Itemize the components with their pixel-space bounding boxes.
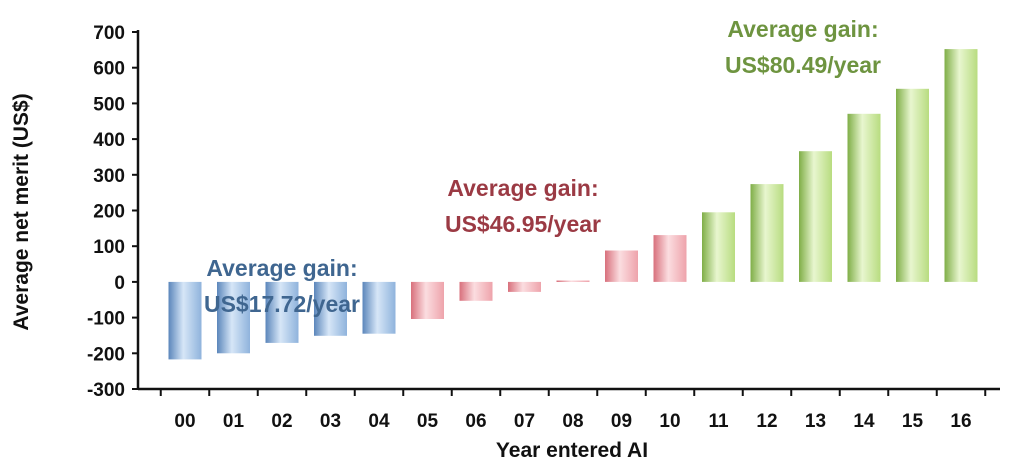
bar-10 bbox=[653, 235, 687, 282]
x-tick-label: 05 bbox=[417, 411, 439, 432]
x-tick-label: 04 bbox=[368, 411, 390, 432]
annotation-group-1-line-2: US$17.72/year bbox=[204, 291, 360, 317]
bar-08 bbox=[556, 280, 590, 282]
bar-07 bbox=[508, 281, 541, 292]
x-tick-label: 08 bbox=[562, 411, 583, 432]
x-axis-title: Year entered AI bbox=[496, 439, 648, 462]
y-tick-label: 100 bbox=[93, 237, 125, 258]
annotation-group-3-line-2: US$80.49/year bbox=[725, 52, 881, 78]
bar-11 bbox=[702, 212, 735, 282]
annotations-group: Average gain: US$17.72/year Average gain: U… bbox=[204, 16, 881, 317]
y-tick-label: -100 bbox=[87, 309, 125, 330]
y-tick-label: 600 bbox=[93, 59, 125, 80]
x-tick-label: 07 bbox=[514, 411, 535, 432]
x-tick-label: 02 bbox=[271, 411, 292, 432]
bar-01 bbox=[217, 281, 250, 354]
x-tick-label: 12 bbox=[756, 411, 777, 432]
x-tick-label: 11 bbox=[708, 411, 729, 432]
x-tick-label: 13 bbox=[805, 411, 826, 432]
bar-14 bbox=[847, 113, 881, 282]
annotation-group-3-line-1: Average gain: bbox=[727, 16, 878, 42]
y-tick-label: 0 bbox=[114, 273, 125, 294]
y-tick-label: -300 bbox=[87, 380, 125, 401]
bar-16 bbox=[944, 49, 978, 282]
x-tick-label: 10 bbox=[659, 411, 680, 432]
annotation-group-1-line-1: Average gain: bbox=[206, 255, 357, 281]
bar-02 bbox=[265, 281, 299, 343]
x-tick-label: 01 bbox=[223, 411, 245, 432]
x-tick-label: 06 bbox=[465, 411, 486, 432]
y-tick-label: 500 bbox=[93, 94, 125, 115]
x-tick-label: 16 bbox=[950, 411, 971, 432]
x-tick-label: 03 bbox=[320, 411, 341, 432]
y-tick-label: 200 bbox=[93, 202, 125, 223]
axes-group: 700 600 500 400 300 200 100 0 -100 -200 -300 00 01 02… bbox=[87, 23, 1000, 432]
bar-09 bbox=[605, 250, 638, 282]
annotation-group-2-line-1: Average gain: bbox=[447, 175, 598, 201]
bar-05 bbox=[411, 281, 444, 319]
annotation-group-2-line-2: US$46.95/year bbox=[445, 211, 601, 237]
y-tick-label: 700 bbox=[93, 23, 125, 44]
x-tick-label: 00 bbox=[174, 411, 195, 432]
x-tick-label: 15 bbox=[902, 411, 924, 432]
bars-group bbox=[168, 49, 978, 360]
x-tick-label: 09 bbox=[611, 411, 632, 432]
bar-15 bbox=[896, 88, 929, 282]
bar-12 bbox=[750, 184, 784, 282]
y-tick-label: 400 bbox=[93, 130, 125, 151]
bar-06 bbox=[459, 281, 493, 301]
y-axis-title: Average net merit (US$) bbox=[10, 93, 33, 330]
y-tick-label: 300 bbox=[93, 166, 125, 187]
bar-13 bbox=[799, 151, 832, 282]
y-tick-label: -200 bbox=[87, 344, 125, 365]
bar-00 bbox=[168, 281, 202, 360]
bar-03 bbox=[314, 281, 347, 336]
x-tick-label: 14 bbox=[853, 411, 875, 432]
bar-04 bbox=[362, 281, 396, 334]
